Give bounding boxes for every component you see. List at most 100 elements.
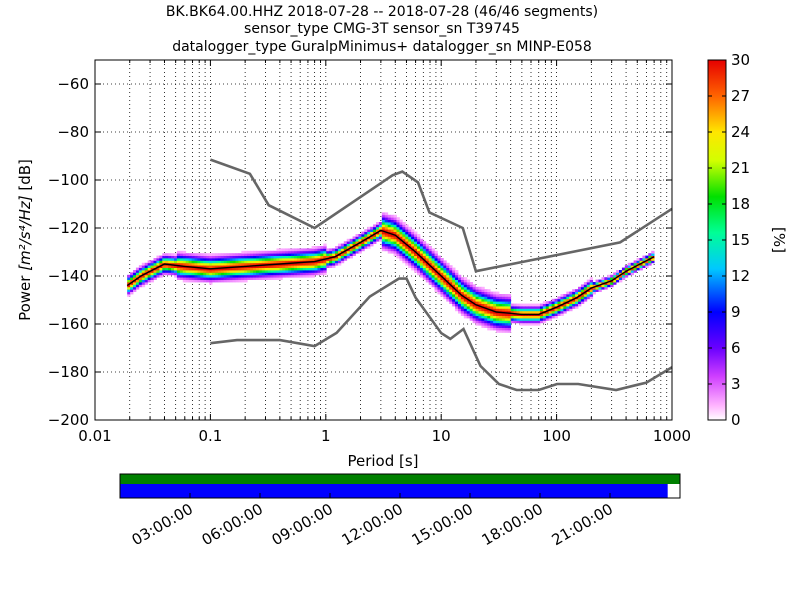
psd-cell <box>463 315 468 319</box>
psd-cell <box>537 303 541 307</box>
psd-cell <box>434 258 438 261</box>
psd-cell <box>402 231 406 235</box>
psd-cell <box>141 262 146 266</box>
psd-cell <box>191 279 195 283</box>
psd-cell <box>528 322 532 326</box>
psd-cell <box>428 255 433 259</box>
colorbar-tick-label: 6 <box>731 339 741 357</box>
psd-cell <box>138 277 143 280</box>
psd-cell <box>460 301 465 304</box>
psd-cell <box>627 270 632 273</box>
psd-cell <box>516 318 520 321</box>
psd-cell <box>575 301 579 304</box>
psd-cell <box>305 253 310 256</box>
psd-cell <box>323 243 327 247</box>
psd-cell <box>378 234 383 237</box>
psd-cell <box>434 274 438 278</box>
psd-cell <box>645 258 649 261</box>
psd-cell <box>127 279 131 283</box>
psd-cell <box>185 270 190 273</box>
psd-cell <box>513 315 517 319</box>
psd-cell <box>639 265 643 268</box>
psd-cell <box>174 255 178 259</box>
psd-cell <box>393 236 397 240</box>
psd-cell <box>238 279 242 283</box>
psd-cell <box>299 253 304 256</box>
psd-cell <box>317 248 321 252</box>
psd-cell <box>212 258 216 261</box>
psd-cell <box>229 262 233 266</box>
psd-cell <box>525 303 529 307</box>
psd-cell <box>513 320 517 324</box>
psd-cell <box>238 255 242 259</box>
psd-cell <box>296 270 301 273</box>
psd-cell <box>235 255 239 259</box>
psd-cell <box>449 282 453 285</box>
psd-cell <box>182 270 187 273</box>
psd-cell <box>481 308 485 312</box>
psd-cell <box>396 255 400 259</box>
psd-cell <box>358 234 362 237</box>
psd-cell <box>217 272 222 276</box>
psd-cell <box>387 234 392 237</box>
psd-cell <box>545 306 550 309</box>
psd-cell <box>305 272 310 276</box>
title-line-3: datalogger_type GuralpMinimus+ datalogge… <box>172 39 592 55</box>
psd-cell <box>478 315 482 319</box>
psd-cell <box>616 277 620 280</box>
psd-cell <box>645 262 649 266</box>
psd-cell <box>343 246 348 249</box>
psd-cell <box>378 226 383 230</box>
psd-cell <box>411 234 415 237</box>
psd-cell <box>376 226 380 230</box>
psd-cell <box>291 262 295 266</box>
psd-cell <box>630 267 635 271</box>
psd-cell <box>255 277 260 280</box>
psd-cell <box>472 296 476 300</box>
psd-cell <box>472 301 476 304</box>
psd-cell <box>469 315 474 319</box>
psd-cell <box>490 318 494 321</box>
psd-cell <box>604 286 608 290</box>
psd-cell <box>519 303 523 307</box>
psd-cell <box>320 248 324 252</box>
psd-cell <box>510 315 515 319</box>
psd-cell <box>150 267 154 271</box>
psd-cell <box>346 241 351 244</box>
psd-cell <box>209 270 213 273</box>
psd-cell <box>340 248 345 252</box>
psd-cell <box>294 255 298 259</box>
psd-cell <box>452 267 456 271</box>
psd-cell <box>463 284 468 288</box>
psd-cell <box>493 303 497 307</box>
psd-cell <box>340 246 345 249</box>
psd-cell <box>414 260 418 264</box>
psd-cell <box>557 303 561 307</box>
psd-cell <box>481 303 485 307</box>
psd-cell <box>217 270 222 273</box>
psd-cell <box>273 258 277 261</box>
psd-cell <box>443 289 447 292</box>
psd-cell <box>323 262 327 266</box>
psd-cell <box>370 236 374 240</box>
psd-cell <box>264 260 269 264</box>
psd-cell <box>209 282 213 285</box>
psd-cell <box>232 277 236 280</box>
psd-cell <box>337 250 342 254</box>
psd-cell <box>554 310 558 314</box>
psd-cell <box>455 308 459 312</box>
psd-cell <box>466 289 471 292</box>
psd-cell <box>355 241 359 244</box>
psd-cell <box>455 284 459 288</box>
psd-cell <box>569 296 573 300</box>
psd-cell <box>223 253 228 256</box>
psd-cell <box>411 262 415 266</box>
psd-cell <box>408 226 412 230</box>
psd-cell <box>384 214 389 218</box>
psd-cell <box>443 274 447 278</box>
psd-cell <box>583 284 588 288</box>
psd-cell <box>381 243 386 247</box>
psd-cell <box>229 258 233 261</box>
psd-cell <box>475 289 479 292</box>
psd-cell <box>159 258 163 261</box>
